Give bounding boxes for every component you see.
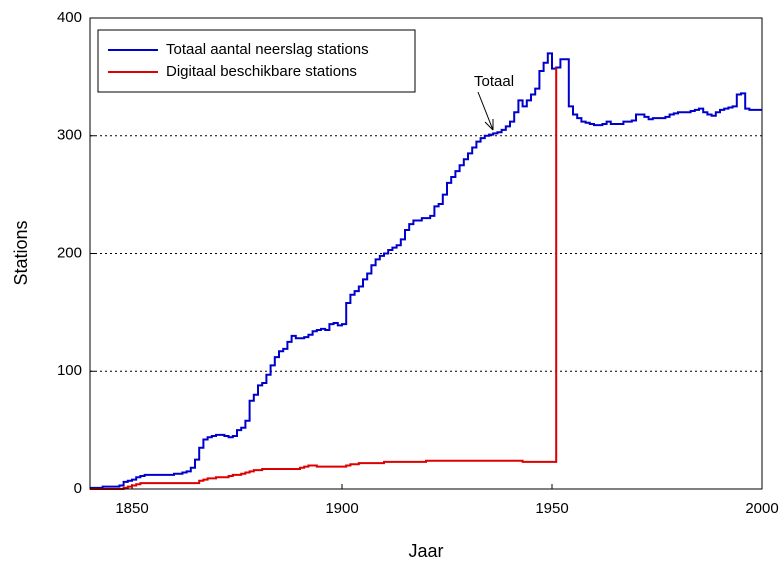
y-tick-label: 300 <box>57 127 82 144</box>
legend-label: Digitaal beschikbare stations <box>166 63 357 80</box>
y-tick-label: 100 <box>57 362 82 379</box>
legend-label: Totaal aantal neerslag stations <box>166 41 369 58</box>
series-line <box>90 52 762 489</box>
legend-box <box>97 29 416 93</box>
y-tick-label: 0 <box>74 480 82 497</box>
y-tick-label: 200 <box>57 244 82 261</box>
annotation-arrow <box>477 91 494 131</box>
series-line <box>90 67 558 490</box>
annotation: Totaal <box>474 73 514 90</box>
x-tick-label: 1900 <box>325 500 358 517</box>
annotation-arrowhead <box>484 119 494 131</box>
x-axis-title: Jaar <box>408 541 443 561</box>
plot-frame <box>89 17 763 490</box>
x-tick-label: 1950 <box>535 500 568 517</box>
y-axis-title: Stations <box>11 220 31 285</box>
x-tick-label: 2000 <box>745 500 778 517</box>
x-tick-label: 1850 <box>115 500 148 517</box>
y-tick-label: 400 <box>57 9 82 26</box>
